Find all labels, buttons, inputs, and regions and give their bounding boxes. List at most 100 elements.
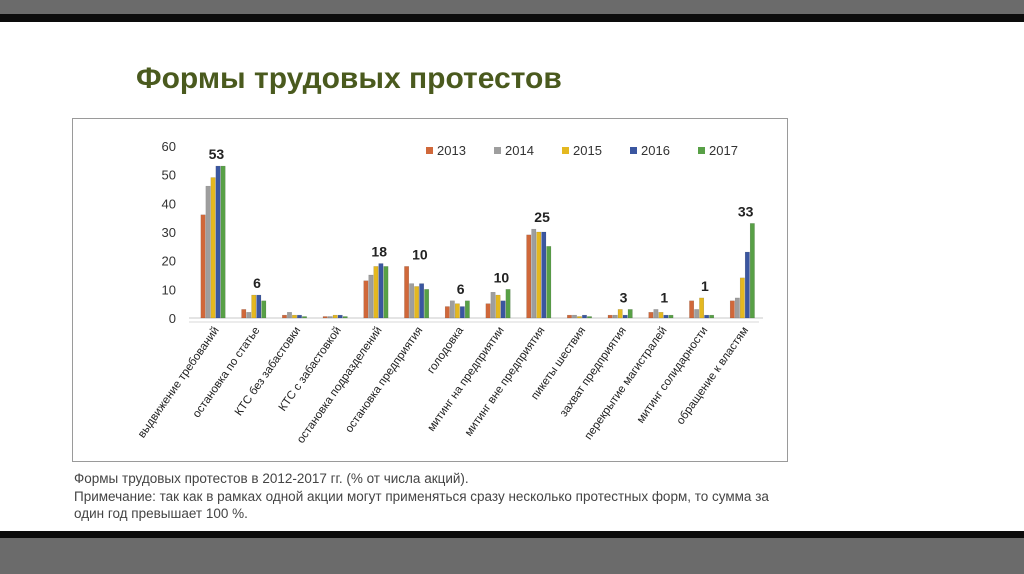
y-tick-label: 20 xyxy=(162,254,176,269)
data-label: 25 xyxy=(534,209,550,225)
bar xyxy=(287,312,292,319)
bar xyxy=(729,300,735,319)
bar xyxy=(658,312,664,319)
bar xyxy=(505,289,511,319)
x-tick-label: остановка подразделений xyxy=(295,325,385,446)
bar xyxy=(200,214,206,319)
bar xyxy=(210,177,216,319)
bar xyxy=(332,314,338,319)
data-label: 10 xyxy=(412,246,428,262)
bar xyxy=(342,316,348,319)
bar xyxy=(739,277,745,319)
bar xyxy=(215,165,221,319)
top-frame-band xyxy=(0,0,1024,14)
legend-label: 2017 xyxy=(709,143,738,158)
bar xyxy=(292,314,297,319)
bar xyxy=(297,314,302,319)
data-label: 10 xyxy=(494,269,510,285)
slide-title: Формы трудовых протестов xyxy=(136,62,562,95)
bar xyxy=(749,223,755,319)
bar xyxy=(363,280,369,319)
legend-label: 2015 xyxy=(573,143,602,158)
data-label: 6 xyxy=(253,275,261,291)
bar xyxy=(404,266,410,319)
legend-label: 2016 xyxy=(641,143,670,158)
bar xyxy=(368,274,374,319)
bar xyxy=(699,297,705,319)
bar xyxy=(454,303,460,319)
bar xyxy=(577,316,582,319)
legend-label: 2014 xyxy=(505,143,534,158)
x-tick-label: обращение к властям xyxy=(675,325,752,427)
x-tick-label: перекрытие магистралей xyxy=(583,325,670,442)
bar xyxy=(607,314,613,319)
legend-swatch xyxy=(426,147,433,154)
bar xyxy=(246,312,252,319)
bar xyxy=(572,314,577,319)
bar xyxy=(251,294,257,319)
bar xyxy=(419,283,425,319)
bar xyxy=(373,266,379,319)
legend-label: 2013 xyxy=(437,143,466,158)
caption-line-1: Формы трудовых протестов в 2012-2017 гг.… xyxy=(74,471,469,486)
caption-note: Примечание: так как в рамках одной акции… xyxy=(74,488,769,522)
bar xyxy=(627,309,633,319)
bar xyxy=(582,314,587,319)
bar xyxy=(495,294,501,319)
data-label: 3 xyxy=(620,289,628,305)
bar xyxy=(302,316,307,319)
legend-swatch xyxy=(698,147,705,154)
x-tick-label: выдвижение требований xyxy=(136,325,222,440)
bar xyxy=(668,314,674,319)
top-frame-line xyxy=(0,14,1024,22)
bar-chart: 0 10 20 30 40 50 60 53 выдвижение требований 6 ост… xyxy=(136,139,763,446)
chart-caption: Формы трудовых протестов в 2012-2017 гг.… xyxy=(74,470,794,523)
y-tick-label: 50 xyxy=(162,168,176,183)
bar xyxy=(648,312,654,319)
bar xyxy=(622,314,628,319)
bar xyxy=(241,309,247,319)
x-tick-label: митинг солидарности xyxy=(635,325,711,426)
x-tick-label: голодовка xyxy=(425,324,466,376)
bar xyxy=(653,309,659,319)
bar xyxy=(531,228,537,319)
bar xyxy=(704,314,710,319)
x-tick-label: остановка предприятия xyxy=(343,325,425,435)
legend-swatch xyxy=(562,147,569,154)
bar xyxy=(424,289,430,319)
bar xyxy=(444,306,450,319)
bar xyxy=(409,283,415,319)
bar xyxy=(464,300,470,319)
data-label: 1 xyxy=(701,278,709,294)
bar xyxy=(663,314,669,319)
legend-swatch xyxy=(630,147,637,154)
data-label: 1 xyxy=(660,289,668,305)
bar xyxy=(220,165,226,319)
bar xyxy=(546,246,552,319)
y-tick-label: 30 xyxy=(162,225,176,240)
data-label: 33 xyxy=(738,203,754,219)
bar xyxy=(689,300,695,319)
data-label: 6 xyxy=(457,281,465,297)
data-label: 18 xyxy=(371,244,387,260)
x-tick-label: митинг вне предприятия xyxy=(463,325,548,439)
y-tick-label: 40 xyxy=(162,196,176,211)
bar xyxy=(709,314,715,319)
bar xyxy=(500,300,506,319)
y-tick-label: 10 xyxy=(162,282,176,297)
bar xyxy=(612,314,618,319)
bar xyxy=(617,309,623,319)
bottom-frame-line xyxy=(0,531,1024,538)
bar xyxy=(490,291,496,319)
bar xyxy=(378,263,384,319)
bar xyxy=(383,266,389,319)
bottom-frame-band xyxy=(0,538,1024,574)
chart-frame: 0 10 20 30 40 50 60 53 выдвижение требований 6 ост… xyxy=(72,118,788,462)
bar xyxy=(337,314,343,319)
bar xyxy=(485,303,491,319)
bar xyxy=(205,185,211,319)
bar xyxy=(449,300,455,319)
bar xyxy=(694,309,700,319)
bar xyxy=(734,297,740,319)
bar xyxy=(526,234,532,319)
